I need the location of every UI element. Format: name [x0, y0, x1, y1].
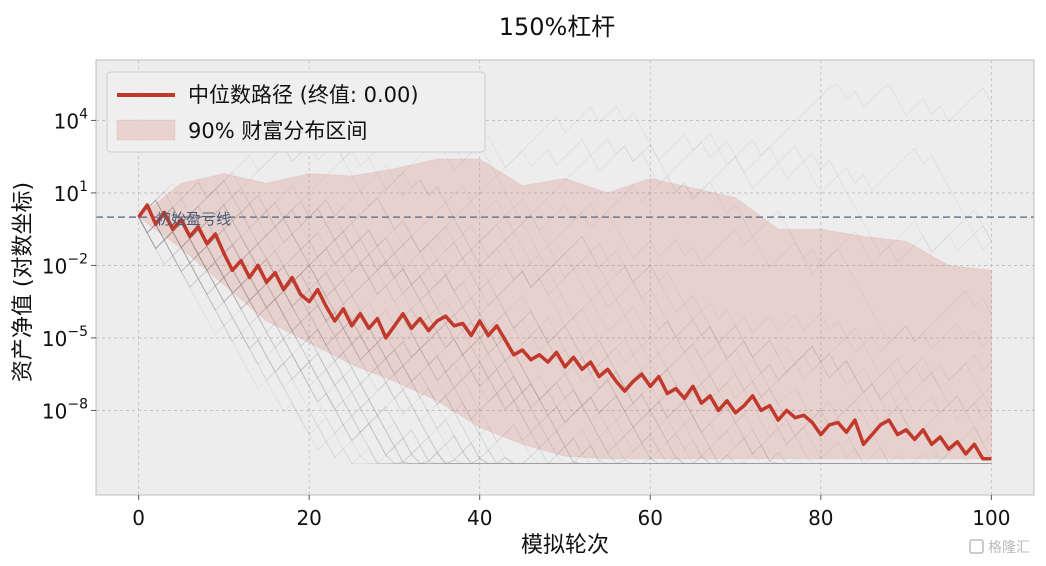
simulation-path-2	[138, 207, 992, 465]
simulation-paths	[138, 83, 992, 465]
simulation-path-55	[138, 207, 992, 465]
simulation-path-54	[138, 207, 992, 465]
legend-box	[106, 71, 486, 153]
y-tick-label-2: 10−2	[42, 251, 88, 278]
simulation-path-33	[138, 207, 992, 465]
x-tick-label-3: 60	[638, 506, 663, 530]
simulation-path-36	[138, 207, 992, 421]
plot-frame	[95, 59, 1035, 496]
simulation-path-28	[138, 216, 992, 465]
chart-title: 150%杠杆	[499, 13, 616, 41]
simulation-path-25	[138, 216, 992, 465]
simulation-path-43	[138, 216, 992, 465]
simulation-path-24	[138, 199, 992, 439]
simulation-path-8	[138, 216, 992, 465]
simulation-path-20	[138, 215, 992, 465]
simulation-path-42	[138, 207, 992, 465]
simulation-path-46	[138, 215, 992, 465]
simulation-path-23	[138, 216, 992, 465]
simulation-path-0	[138, 207, 992, 465]
simulation-path-49	[138, 216, 992, 465]
y-tick-label-1: 101	[54, 179, 88, 206]
legend: 中位数路径 (终值: 0.00) 90% 财富分布区间	[106, 71, 486, 153]
simulation-path-50	[138, 215, 992, 465]
simulation-path-12	[138, 137, 992, 344]
legend-label-band: 90% 财富分布区间	[188, 119, 367, 143]
simulation-path-56	[138, 216, 992, 465]
simulation-path-17	[138, 207, 992, 465]
simulation-path-51	[138, 207, 992, 465]
x-tick-label-5: 100	[972, 506, 1010, 530]
simulation-path-10	[138, 199, 992, 283]
simulation-path-13	[138, 188, 992, 465]
y-axis-ticks: 104 101 10−2 10−5 10−8	[42, 106, 96, 423]
median-path-line	[137, 203, 992, 461]
watermark-text: 格隆汇	[988, 540, 1030, 556]
simulation-path-34	[138, 204, 992, 465]
x-tick-label-0: 0	[132, 506, 145, 530]
watermark-logo-icon	[969, 539, 984, 554]
simulation-path-18	[138, 207, 992, 465]
simulation-path-14	[138, 215, 992, 465]
simulation-path-15	[138, 204, 992, 465]
watermark: 格隆汇	[969, 539, 1030, 556]
band-90-area	[137, 158, 992, 460]
y-axis-label: 资产净值 (对数坐标)	[11, 182, 36, 382]
simulation-path-32	[138, 158, 992, 444]
simulation-path-4	[138, 199, 992, 465]
simulation-path-21	[138, 206, 992, 465]
simulation-path-31	[138, 216, 992, 465]
x-axis-label: 模拟轮次	[521, 533, 609, 558]
simulation-path-22	[138, 215, 992, 465]
simulation-path-44	[138, 216, 992, 465]
x-axis-ticks: 0 20 40 60 80 100	[132, 495, 1010, 530]
simulation-path-29	[138, 194, 992, 401]
legend-swatch-band	[116, 119, 176, 141]
simulation-path-19	[138, 216, 992, 465]
simulation-path-16	[138, 206, 992, 465]
reference-line-label: 初始盈亏线	[156, 210, 231, 228]
median-layer	[137, 203, 992, 461]
y-tick-label-3: 10−5	[42, 324, 88, 351]
simulation-path-38	[138, 180, 992, 465]
simulation-path-48	[138, 215, 992, 465]
x-tick-label-4: 80	[808, 506, 833, 530]
simulation-path-53	[138, 83, 992, 241]
simulation-path-30	[138, 197, 992, 465]
simulation-path-39	[138, 215, 992, 465]
legend-label-median: 中位数路径 (终值: 0.00)	[188, 83, 419, 107]
simulation-path-45	[138, 199, 992, 465]
y-tick-label-0: 104	[54, 106, 88, 133]
band-layer	[137, 158, 992, 460]
x-tick-label-1: 20	[296, 506, 321, 530]
simulation-path-1	[138, 215, 992, 465]
x-tick-label-2: 40	[467, 506, 492, 530]
simulation-path-37	[138, 206, 992, 465]
simulation-path-26	[138, 178, 992, 465]
y-tick-label-4: 10−8	[42, 396, 88, 423]
simulation-path-5	[138, 214, 992, 465]
simulation-path-41	[138, 199, 992, 465]
simulation-path-59	[138, 207, 992, 354]
simulation-path-58	[138, 214, 992, 465]
